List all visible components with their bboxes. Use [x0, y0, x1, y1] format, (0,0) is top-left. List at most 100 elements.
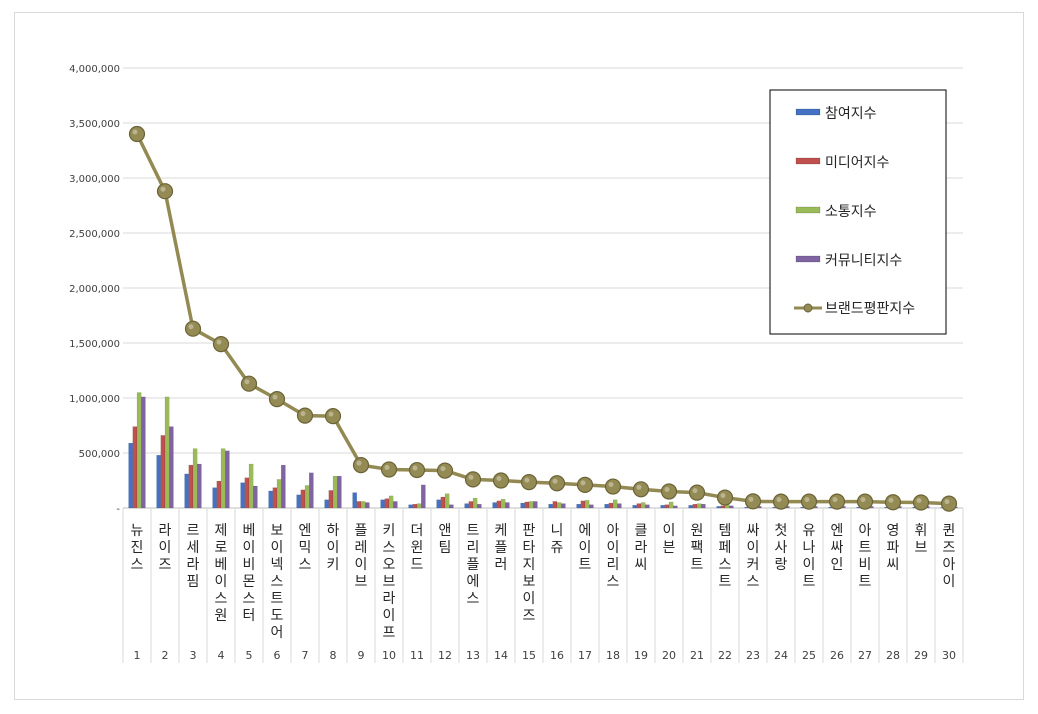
bar-2-22 [720, 505, 726, 509]
brand-index-point-29 [912, 494, 930, 511]
bar-2-6 [272, 487, 278, 509]
bar-4-12 [449, 504, 454, 509]
point-highlight-30 [944, 499, 950, 505]
bar-2-7 [300, 489, 306, 509]
bar-2-20 [664, 504, 670, 509]
bar-4-8 [337, 475, 342, 509]
bar-3-15 [528, 501, 534, 509]
bar-1-7 [296, 494, 301, 509]
bar-2-10 [384, 498, 390, 509]
bar-3-19 [640, 502, 646, 509]
point-highlight-29 [916, 498, 922, 503]
bar-4-19 [645, 504, 650, 509]
y-tick-label: 1,500,000 [69, 339, 120, 350]
bar-3-13 [472, 497, 478, 509]
y-tick-label: 4,000,000 [69, 64, 120, 75]
x-rank-label: 20 [662, 649, 676, 662]
y-tick-label: - [116, 504, 120, 515]
legend-label-4: 브랜드평판지수 [825, 301, 915, 317]
brand-index-point-11 [408, 461, 426, 479]
bar-2-1 [132, 426, 138, 509]
bar-1-3 [184, 473, 189, 509]
legend-swatch-0 [795, 108, 821, 116]
x-rank-label: 1 [134, 649, 141, 662]
point-highlight-22 [720, 493, 726, 499]
y-axis: - 500,000 1,000,000 1,500,000 2,000,000 2,500… [69, 64, 120, 515]
brand-index-point-24 [772, 493, 790, 510]
bar-4-13 [477, 503, 482, 509]
bar-1-5 [240, 482, 245, 509]
point-highlight-5 [244, 379, 250, 385]
chart-frame: - 500,000 1,000,000 1,500,000 2,000,000 2,500… [14, 12, 1024, 700]
bar-1-19 [632, 505, 637, 509]
bar-4-10 [393, 501, 398, 509]
bar-1-10 [380, 499, 385, 509]
bar-1-4 [212, 487, 217, 509]
x-rank-label: 4 [218, 649, 225, 662]
point-highlight-14 [496, 476, 502, 481]
bar-3-2 [164, 396, 170, 509]
bar-4-4 [225, 450, 230, 509]
point-highlight-20 [664, 487, 670, 492]
y-tick-label: 3,500,000 [69, 119, 120, 130]
point-highlight-4 [216, 339, 222, 345]
point-highlight-19 [636, 484, 642, 490]
bar-2-9 [356, 501, 362, 509]
point-highlight-18 [608, 482, 614, 488]
point-highlight-7 [300, 411, 306, 417]
line-layer [128, 125, 958, 512]
bar-1-14 [492, 502, 497, 509]
bar-1-12 [436, 499, 441, 509]
bar-4-6 [281, 464, 286, 509]
bar-4-7 [309, 472, 314, 509]
x-rank-label: 14 [494, 649, 508, 662]
point-highlight-1 [132, 129, 138, 135]
bar-2-2 [160, 435, 166, 509]
bar-4-3 [197, 463, 202, 509]
point-highlight-10 [384, 465, 390, 470]
point-highlight-6 [272, 394, 278, 400]
x-rank-label: 30 [942, 649, 956, 662]
legend-swatch-1 [795, 157, 821, 165]
bar-1-11 [408, 504, 413, 509]
brand-index-point-3 [184, 320, 202, 337]
bar-3-8 [332, 475, 338, 509]
bar-3-14 [500, 499, 506, 509]
legend: 참여지수 미디어지수 소통지수 커뮤니티지수 브랜드평판지수 [769, 89, 947, 335]
x-rank-label: 22 [718, 649, 732, 662]
legend-marker-4 [803, 303, 813, 313]
x-rank-label: 26 [830, 649, 844, 662]
brand-index-point-9 [352, 457, 370, 474]
legend-label-1: 미디어지수 [825, 155, 890, 171]
x-axis: 뉴 진 스 1 라 이 즈 2 르 세 라 핌 3 제 로 베 이 스 원 4 베 이 비 몬 스 터 5 보 이 넥 스 트 도 어 6 엔 믹 스 7 하… [122, 508, 964, 663]
bar-2-21 [692, 503, 698, 509]
brand-index-point-22 [716, 489, 734, 506]
bar-2-19 [636, 503, 642, 509]
point-highlight-9 [356, 460, 362, 466]
bar-2-5 [244, 477, 250, 509]
bar-2-17 [580, 500, 586, 509]
bar-4-20 [673, 505, 678, 509]
y-tick-label: 1,000,000 [69, 394, 120, 405]
x-rank-label: 11 [410, 649, 424, 662]
legend-swatch-2 [795, 206, 821, 214]
bar-1-15 [520, 502, 525, 509]
bar-3-12 [444, 493, 450, 509]
bar-3-16 [556, 502, 562, 509]
point-highlight-21 [692, 488, 698, 494]
y-tick-label: 2,000,000 [69, 284, 120, 295]
bar-3-3 [192, 448, 198, 509]
brand-index-point-18 [604, 478, 622, 495]
bar-4-21 [701, 503, 706, 509]
point-highlight-17 [580, 480, 586, 486]
x-rank-label: 10 [382, 649, 396, 662]
